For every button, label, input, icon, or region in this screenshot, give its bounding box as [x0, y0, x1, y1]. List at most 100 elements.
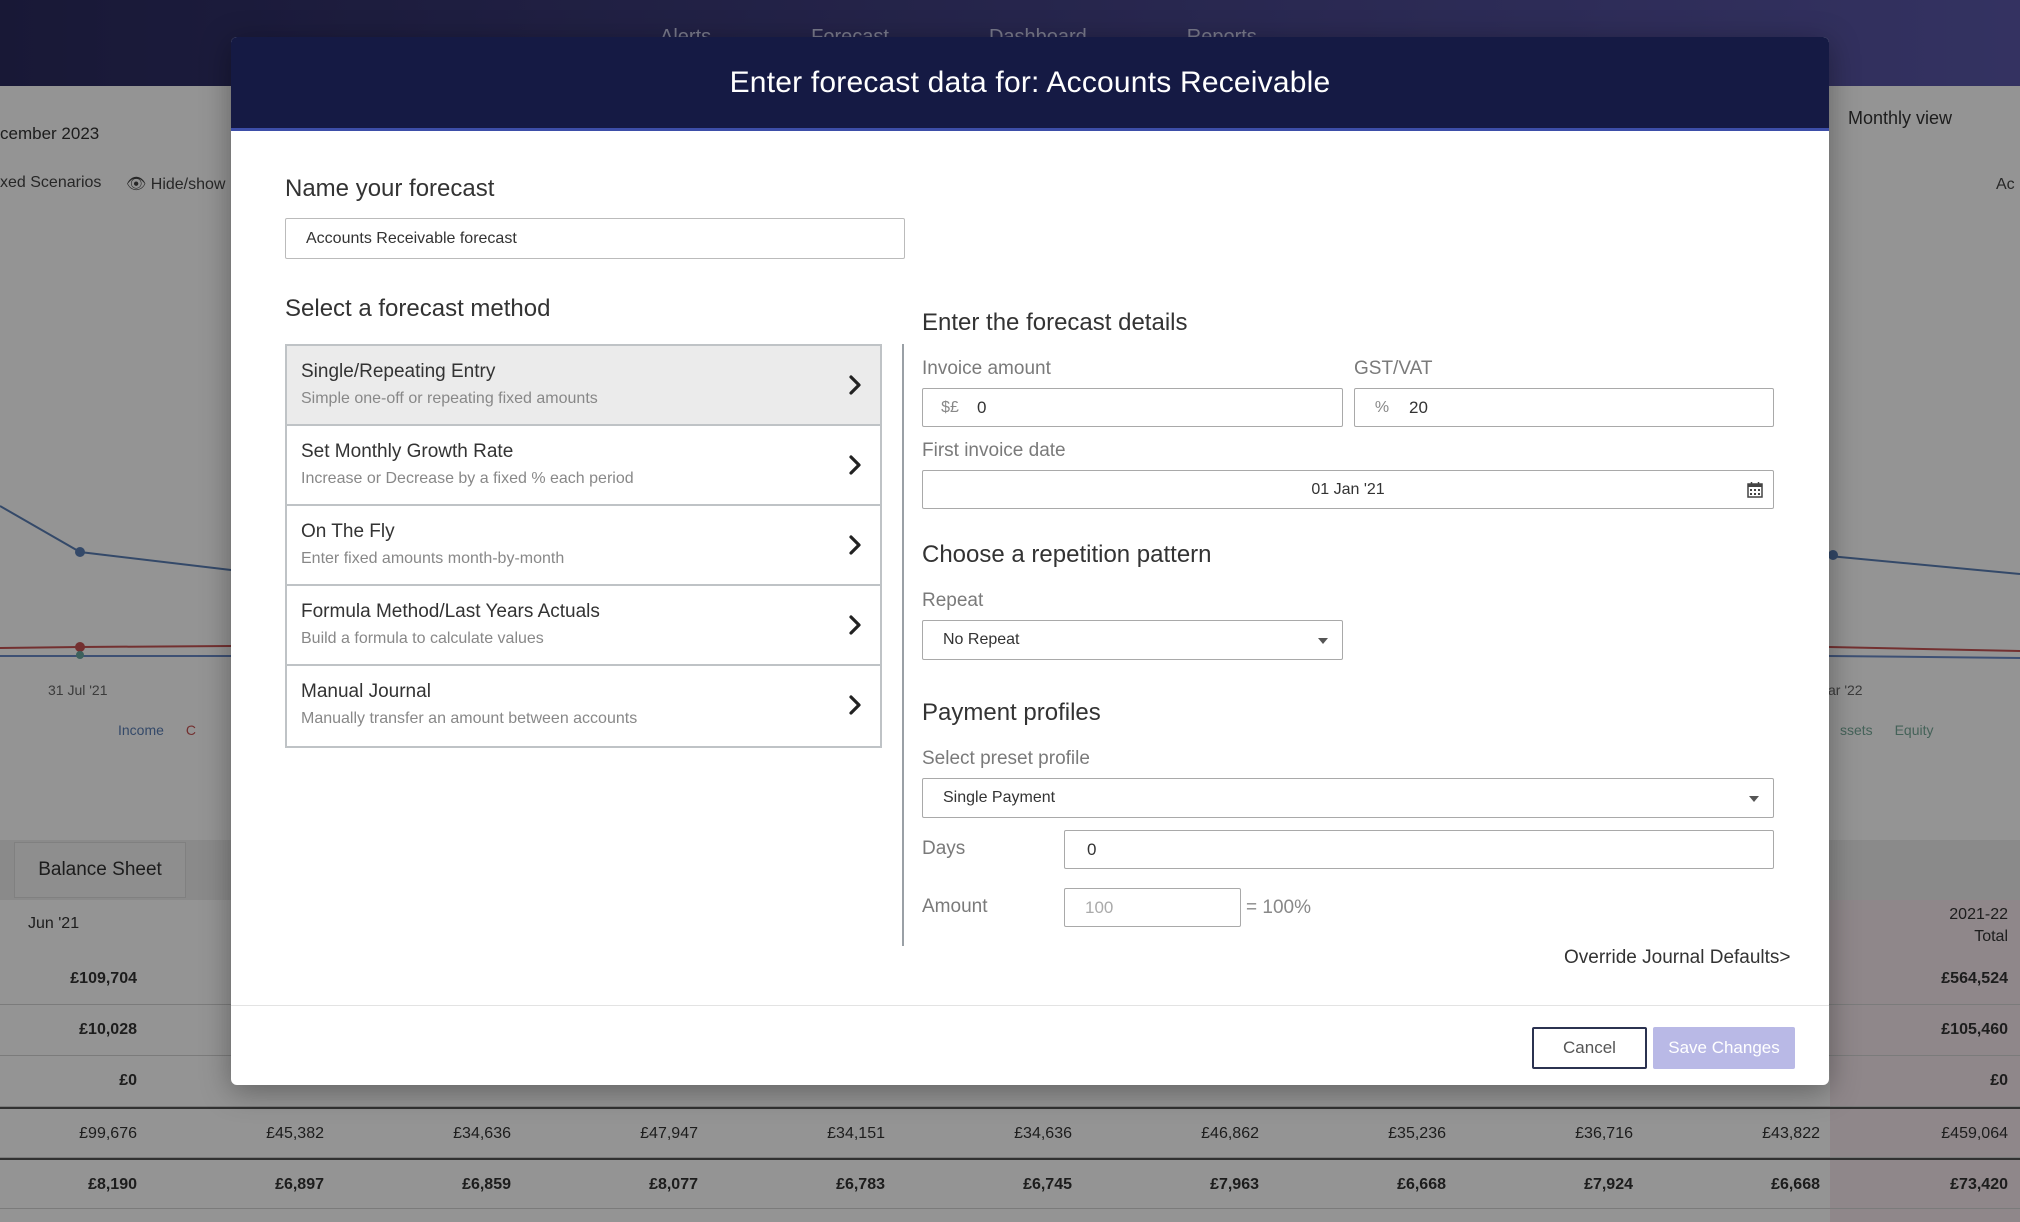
income-point: [75, 547, 85, 557]
table-cell: £34,636: [453, 1125, 511, 1142]
cancel-button[interactable]: Cancel: [1532, 1027, 1647, 1069]
method-description: Manually transfer an amount between acco…: [301, 710, 638, 727]
column-divider: [902, 344, 904, 946]
first-invoice-date-value: 01 Jan '21: [1311, 480, 1385, 498]
income-point-right: [1828, 550, 1838, 560]
save-changes-button[interactable]: Save Changes: [1653, 1027, 1795, 1069]
legend-equity: Equity: [1894, 722, 1934, 738]
table-cell: £7,924: [1584, 1176, 1633, 1193]
table-cell: £46,862: [1201, 1125, 1259, 1142]
modal-title: Enter forecast data for: Accounts Receiv…: [729, 65, 1331, 99]
chevron-down-icon: [1749, 796, 1759, 802]
days-field[interactable]: 0: [1064, 830, 1774, 869]
chevron-right-icon: [849, 615, 861, 635]
repeat-value: No Repeat: [943, 631, 1020, 648]
method-title: Formula Method/Last Years Actuals: [301, 601, 600, 622]
cost-line-right: [1828, 646, 2020, 652]
scenarios-link[interactable]: xed Scenarios: [0, 174, 102, 191]
method-title: Set Monthly Growth Rate: [301, 441, 514, 462]
gst-vat-field[interactable]: % 20: [1354, 388, 1774, 427]
amount-placeholder: 100: [1085, 897, 1114, 917]
forecast-modal: Enter forecast data for: Accounts Receiv…: [231, 37, 1829, 1085]
repeat-label: Repeat: [922, 590, 984, 611]
gst-vat-label: GST/VAT: [1354, 358, 1433, 379]
gst-vat-value: 20: [1409, 397, 1428, 417]
column-header-total: 2021-22 Total: [1900, 904, 2008, 948]
table-cell: £10,028: [79, 1021, 137, 1038]
table-cell: £7,963: [1210, 1176, 1259, 1193]
table-cell: £6,668: [1771, 1176, 1820, 1193]
table-cell: £6,859: [462, 1176, 511, 1193]
table-cell: £6,745: [1023, 1176, 1072, 1193]
forecast-details-heading: Enter the forecast details: [922, 309, 1188, 336]
legend-income: Income: [118, 722, 164, 738]
footer-divider: [231, 1005, 1829, 1006]
table-cell-total: £73,420: [1950, 1176, 2008, 1193]
payment-profiles-heading: Payment profiles: [922, 699, 1101, 726]
days-value: 0: [1087, 839, 1097, 859]
method-single-repeating[interactable]: Single/Repeating Entry Simple one-off or…: [287, 346, 880, 426]
chevron-right-icon: [849, 375, 861, 395]
method-description: Enter fixed amounts month-by-month: [301, 550, 565, 567]
hide-show-toggle[interactable]: 👁 Hide/show: [126, 174, 225, 194]
income-line-right: [1828, 555, 2020, 575]
modal-header: Enter forecast data for: Accounts Receiv…: [231, 37, 1829, 131]
equity-point: [76, 651, 84, 659]
forecast-name-input[interactable]: [285, 218, 905, 259]
table-cell: £36,716: [1575, 1125, 1633, 1142]
actions-link[interactable]: Ac: [1996, 176, 2015, 193]
table-cell: £6,897: [275, 1176, 324, 1193]
method-title: Manual Journal: [301, 681, 431, 702]
method-description: Build a formula to calculate values: [301, 630, 544, 647]
preset-profile-label: Select preset profile: [922, 748, 1090, 769]
method-monthly-growth[interactable]: Set Monthly Growth Rate Increase or Decr…: [287, 426, 880, 506]
repeat-select[interactable]: No Repeat: [922, 620, 1343, 660]
table-cell: £109,704: [70, 970, 137, 987]
total-column-highlight: [1830, 900, 2020, 1222]
eye-icon: 👁: [126, 176, 147, 193]
total-label: Total: [1974, 928, 2008, 945]
method-on-the-fly[interactable]: On The Fly Enter fixed amounts month-by-…: [287, 506, 880, 586]
table-cell: £35,236: [1388, 1125, 1446, 1142]
chart-tick-jul21: 31 Jul '21: [48, 682, 108, 698]
assets-line-right: [1828, 655, 2020, 659]
amount-label: Amount: [922, 896, 988, 917]
table-cell: £45,382: [266, 1125, 324, 1142]
method-manual-journal[interactable]: Manual Journal Manually transfer an amou…: [287, 666, 880, 746]
invoice-amount-field[interactable]: $£ 0: [922, 388, 1343, 427]
cost-point: [75, 642, 85, 652]
chart-tick-mar22: ar '22: [1828, 682, 1863, 698]
table-cell: £8,190: [88, 1176, 137, 1193]
invoice-amount-value: 0: [977, 397, 987, 417]
amount-field[interactable]: 100: [1064, 888, 1241, 927]
data-grid: £109,704 £564,524 £10,028 £105,460 £0 £0…: [0, 954, 2020, 1209]
table-cell-total: £564,524: [1941, 970, 2008, 987]
name-forecast-heading: Name your forecast: [285, 175, 495, 202]
tab-balance-sheet[interactable]: Balance Sheet: [14, 842, 186, 898]
table-row: £0 £0: [0, 1056, 2020, 1107]
hide-show-label: Hide/show: [150, 176, 226, 193]
table-cell-total: £0: [1990, 1072, 2008, 1089]
table-row: £99,676 £45,382 £34,636 £47,947 £34,151 …: [0, 1107, 2020, 1158]
table-cell: £43,822: [1762, 1125, 1820, 1142]
currency-prefix: $£: [941, 398, 959, 416]
legend-left: Income C: [118, 722, 196, 738]
preset-profile-select[interactable]: Single Payment: [922, 778, 1774, 818]
first-invoice-date-field[interactable]: 01 Jan '21: [922, 470, 1774, 509]
method-description: Increase or Decrease by a fixed % each p…: [301, 470, 634, 487]
monthly-view-toggle[interactable]: Monthly view: [1848, 108, 1953, 128]
chevron-right-icon: [849, 695, 861, 715]
period-label: cember 2023: [0, 124, 100, 143]
table-cell: £47,947: [640, 1125, 698, 1142]
chevron-down-icon: [1318, 638, 1328, 644]
method-formula[interactable]: Formula Method/Last Years Actuals Build …: [287, 586, 880, 666]
method-title: Single/Repeating Entry: [301, 361, 496, 382]
table-cell: £0: [119, 1072, 137, 1089]
table-cell: £6,668: [1397, 1176, 1446, 1193]
repetition-heading: Choose a repetition pattern: [922, 541, 1212, 568]
legend-costs: C: [185, 722, 196, 738]
forecast-method-list: Single/Repeating Entry Simple one-off or…: [285, 344, 882, 748]
calendar-icon[interactable]: [1747, 481, 1763, 498]
override-journal-defaults-link[interactable]: Override Journal Defaults>: [1564, 947, 1791, 968]
background-chart: [0, 505, 2020, 659]
